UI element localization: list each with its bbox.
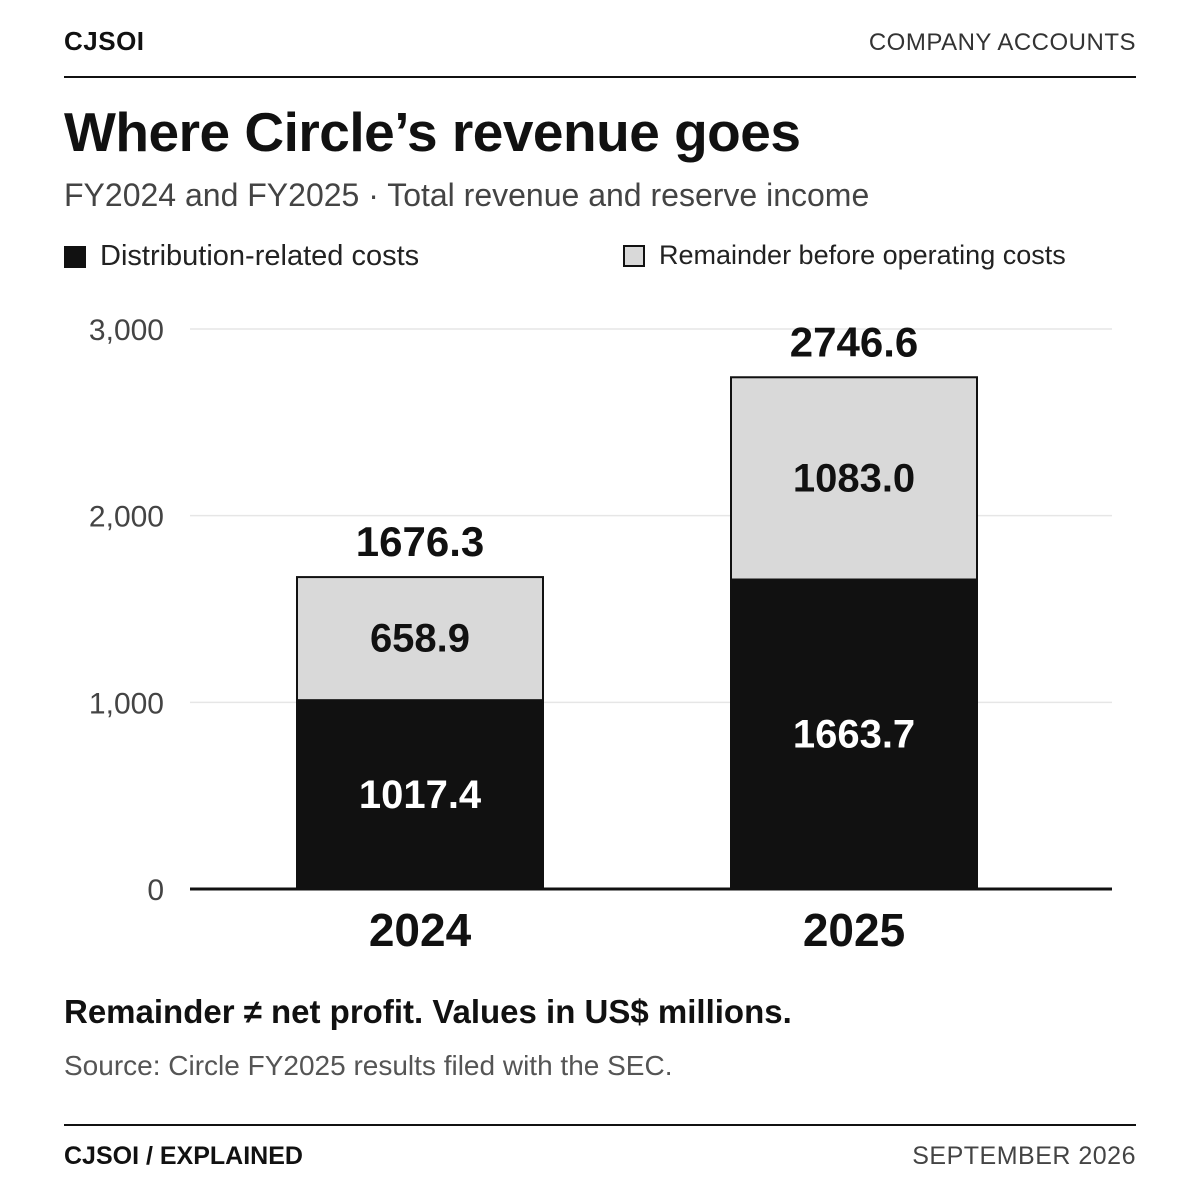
chart-title: Where Circle’s revenue goes [64,101,801,163]
data-label-distribution: 1017.4 [359,773,482,817]
chart-note: Remainder ≠ net profit. Values in US$ mi… [64,993,792,1030]
total-label: 2746.6 [790,318,918,365]
bar-segment-distribution [296,699,544,889]
bottom-divider [64,1124,1136,1126]
footer-brand: CJSOI / EXPLAINED [64,1142,303,1170]
legend-swatch-distribution [64,245,86,268]
y-tick-label: 3,000 [89,314,164,347]
y-tick-label: 2,000 [89,501,164,534]
bar-segment-distribution [730,578,978,889]
footer-date: SEPTEMBER 2026 [912,1142,1136,1170]
x-tick-label: 2024 [369,904,472,956]
legend-label-remainder: Remainder before operating costs [659,240,1066,270]
y-tick-label: 0 [147,874,164,907]
total-label: 1676.3 [356,518,484,565]
legend-swatch-remainder [623,244,645,267]
x-tick-label: 2025 [803,904,905,956]
data-label-remainder: 1083.0 [793,456,915,500]
legend-label-distribution: Distribution-related costs [100,240,420,272]
source-note: Source: Circle FY2025 results filed with… [64,1050,673,1081]
section-label: COMPANY ACCOUNTS [868,29,1136,56]
top-divider [64,76,1136,78]
legend-item-remainder: Remainder before operating costs [623,240,1066,271]
data-label-distribution: 1663.7 [793,713,915,757]
legend-item-distribution: Distribution-related costs [64,240,419,273]
data-label-remainder: 658.9 [370,617,470,661]
y-tick-label: 1,000 [89,687,164,720]
brand-logo: CJSOI [64,26,145,56]
bar-segment-remainder [296,576,544,700]
stacked-bar-chart: 0 1,000 2,000 3,000 1017.4 658.9 1676.3 2024 166… [89,314,1112,956]
chart-subtitle: FY2024 and FY2025 · Total revenue and re… [64,177,870,213]
bar-segment-remainder [730,376,978,579]
